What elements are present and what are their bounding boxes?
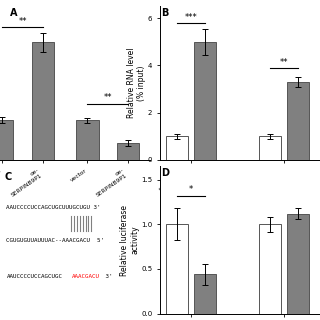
Text: AAACGACU: AAACGACU (72, 274, 100, 279)
Text: AAUCCCCUCCAGCUGC: AAUCCCCUCCAGCUGC (6, 274, 62, 279)
Text: CGUGUGUUAUUUAC--AAACGACU  5': CGUGUGUUAUUUAC--AAACGACU 5' (6, 237, 104, 243)
Bar (117, 143, 139, 160)
Text: ***: *** (185, 13, 197, 22)
Bar (259, 224, 281, 314)
Text: A: A (10, 8, 17, 18)
Bar (166, 136, 188, 160)
Text: **: ** (280, 58, 288, 67)
Bar (287, 82, 308, 160)
Text: 3': 3' (102, 274, 112, 279)
Text: C: C (5, 172, 12, 182)
Text: *: * (189, 185, 193, 194)
Text: AAUCCCCUCCAGCUGCUUUGCUGU 3': AAUCCCCUCCAGCUGCUUUGCUGU 3' (6, 205, 101, 210)
Bar (194, 42, 216, 160)
Text: D: D (161, 168, 169, 178)
Y-axis label: Relative RNA level
(% input): Relative RNA level (% input) (127, 48, 147, 118)
Bar (32, 42, 54, 160)
Text: **: ** (18, 17, 27, 26)
Bar (166, 224, 188, 314)
Y-axis label: Relative luciferase
activity: Relative luciferase activity (120, 204, 140, 276)
Text: B: B (161, 8, 168, 18)
Bar (194, 274, 216, 314)
Bar (259, 136, 281, 160)
Bar (287, 214, 308, 314)
Bar (76, 120, 99, 160)
Bar (0, 120, 13, 160)
Text: **: ** (104, 93, 112, 102)
